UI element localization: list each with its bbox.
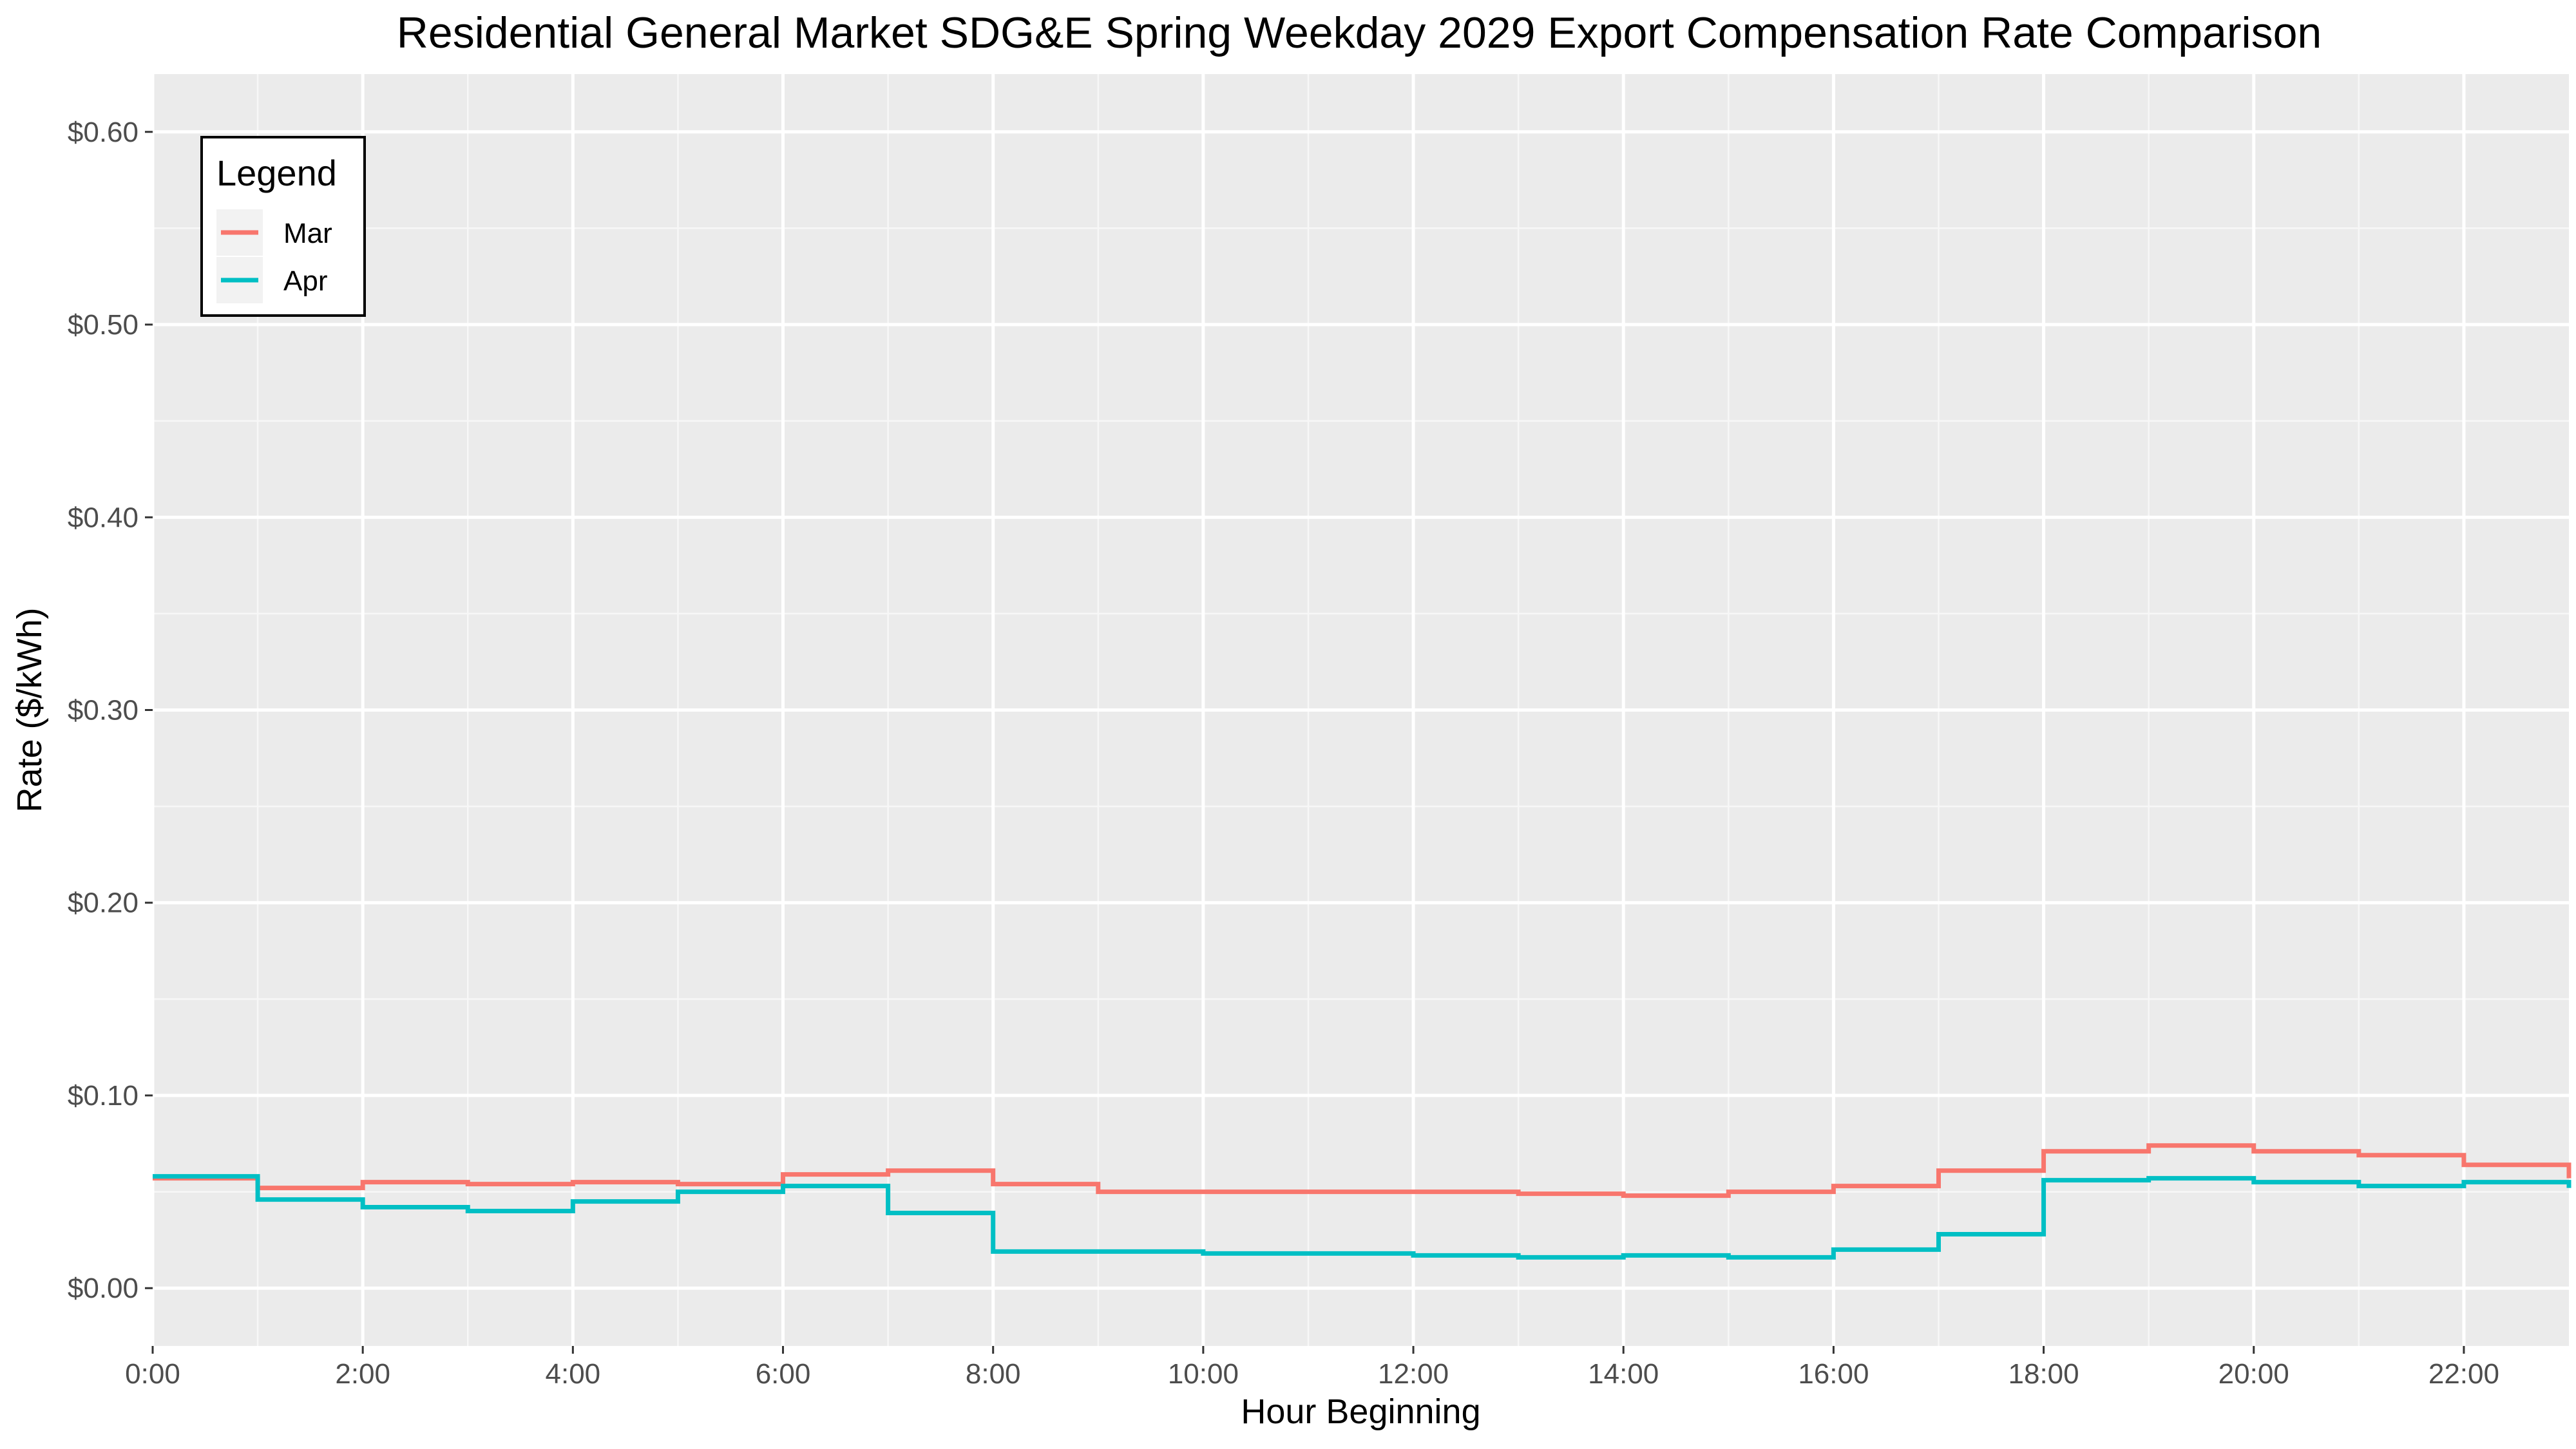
y-axis-title: Rate ($/kWh) (10, 607, 49, 812)
x-axis-ticks: 0:00 2:00 4:00 6:00 8:00 10:00 12:00 14:00 16:00… (125, 1346, 2499, 1390)
series-line-apr (153, 1174, 2571, 1260)
x-tick-label: 8:00 (966, 1358, 1021, 1390)
x-tick-label: 4:00 (546, 1358, 601, 1390)
x-tick-label: 14:00 (1588, 1358, 1659, 1390)
x-tick-label: 12:00 (1378, 1358, 1449, 1390)
chart-title: Residential General Market SDG&E Spring … (397, 8, 2322, 57)
series-line-mar (153, 1143, 2571, 1198)
x-tick-label: 6:00 (756, 1358, 811, 1390)
x-tick-label: 2:00 (335, 1358, 390, 1390)
x-tick-label: 22:00 (2428, 1358, 2499, 1390)
major-gridlines (151, 74, 2569, 1346)
legend-items: Mar Apr (216, 209, 332, 303)
x-tick-label: 20:00 (2218, 1358, 2289, 1390)
y-tick-label: $0.60 (68, 117, 138, 148)
legend-label-apr: Apr (283, 265, 327, 297)
y-tick-label: $0.50 (68, 309, 138, 341)
x-tick-label: 0:00 (125, 1358, 180, 1390)
legend-label-mar: Mar (283, 218, 332, 249)
legend: Legend Mar Apr (200, 136, 366, 317)
x-tick-label: 10:00 (1168, 1358, 1239, 1390)
y-axis-ticks: $0.00 $0.10 $0.20 $0.30 $0.40 $0.50 $0.60 (68, 117, 153, 1304)
x-tick-label: 16:00 (1798, 1358, 1869, 1390)
y-tick-label: $0.30 (68, 695, 138, 726)
y-tick-label: $0.40 (68, 502, 138, 533)
legend-title: Legend (216, 153, 337, 193)
y-tick-label: $0.20 (68, 887, 138, 919)
y-tick-label: $0.10 (68, 1080, 138, 1112)
y-tick-label: $0.00 (68, 1273, 138, 1304)
x-tick-label: 18:00 (2008, 1358, 2079, 1390)
x-axis-title: Hour Beginning (1241, 1392, 1480, 1431)
series-lines (153, 1143, 2571, 1260)
